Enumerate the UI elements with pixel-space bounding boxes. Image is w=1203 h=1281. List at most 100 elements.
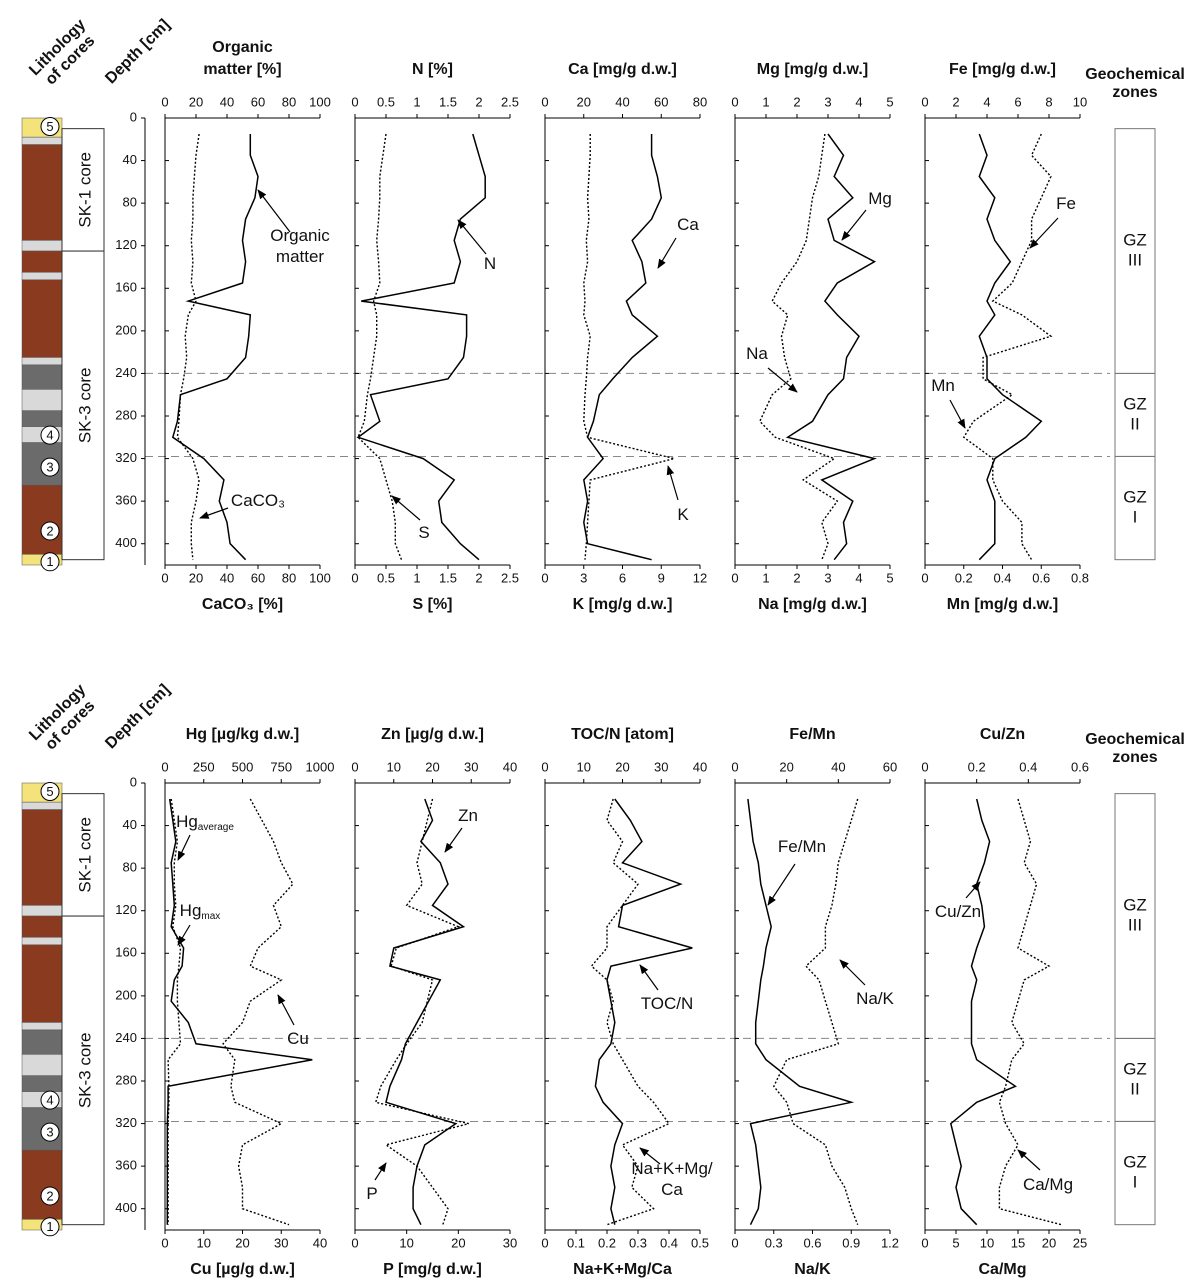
bottom-axis-title: S [%] — [413, 596, 453, 613]
annotation: N — [484, 254, 496, 273]
annotation-arrow — [668, 466, 678, 500]
layer-marker-label: 4 — [46, 1093, 53, 1108]
bottom-tick-label: 2 — [475, 570, 482, 585]
annotation-arrow — [658, 238, 676, 268]
annotation-arrow — [278, 995, 294, 1025]
bottom-tick-label: 0 — [161, 570, 168, 585]
bottom-tick-label: 2.5 — [501, 570, 519, 585]
top-tick-label: 4 — [983, 94, 990, 109]
bottom-axis-title: Na [mg/g d.w.] — [758, 596, 867, 613]
annotation-line: N — [484, 254, 496, 273]
bottom-tick-label: 25 — [1073, 1235, 1087, 1250]
bottom-axis-title: Ca/Mg — [979, 1261, 1027, 1278]
top-tick-label: 0.4 — [1019, 759, 1037, 774]
panel-title: Fe/Mn — [789, 726, 835, 743]
top-tick-label: 2 — [952, 94, 959, 109]
profile-line — [177, 134, 199, 560]
annotation-line: Fe — [1056, 194, 1076, 213]
annotation-line: Ca — [677, 215, 699, 234]
annotation: Hgmax — [180, 901, 221, 921]
bottom-tick-label: 0 — [921, 570, 928, 585]
zones-title-line: zones — [1112, 749, 1157, 766]
top-tick-label: 20 — [615, 759, 629, 774]
bottom-tick-label: 80 — [282, 570, 296, 585]
annotation: Mg — [868, 189, 892, 208]
top-tick-label: 0 — [921, 94, 928, 109]
annotation-line: Ca/Mg — [1023, 1175, 1073, 1194]
annotation-line: Fe/Mn — [778, 837, 826, 856]
bottom-tick-label: 20 — [451, 1235, 465, 1250]
top-tick-label: 1000 — [306, 759, 335, 774]
depth-tick-label: 0 — [130, 774, 137, 789]
annotation: Mn — [931, 376, 955, 395]
lithology-layer — [22, 905, 62, 916]
profile-line — [964, 134, 1051, 560]
bottom-tick-label: 0.4 — [993, 570, 1011, 585]
top-tick-label: 0 — [351, 94, 358, 109]
zone-label: GZ — [1123, 488, 1147, 507]
depth-tick-label: 80 — [123, 195, 137, 210]
bottom-axis-title: K [mg/g d.w.] — [573, 596, 673, 613]
bottom-tick-label: 0 — [541, 570, 548, 585]
annotation-arrow — [768, 368, 797, 392]
zone-label: II — [1130, 414, 1139, 433]
bottom-tick-label: 0.5 — [691, 1235, 709, 1250]
annotation-line: Hg — [180, 901, 202, 920]
top-tick-label: 0 — [161, 759, 168, 774]
top-tick-label: 1 — [413, 94, 420, 109]
annotation-line: Zn — [458, 806, 478, 825]
top-tick-label: 10 — [387, 759, 401, 774]
depth-tick-label: 40 — [123, 817, 137, 832]
bottom-tick-label: 1 — [762, 570, 769, 585]
top-tick-label: 0 — [731, 759, 738, 774]
top-tick-label: 60 — [251, 94, 265, 109]
bottom-tick-label: 6 — [619, 570, 626, 585]
annotation-arrow — [842, 210, 866, 240]
profile-line — [358, 134, 401, 560]
top-tick-label: 30 — [464, 759, 478, 774]
profile-line — [951, 799, 1016, 1225]
panel-title: Mg [mg/g d.w.] — [757, 61, 868, 78]
panel-title: Hg [µg/kg d.w.] — [186, 726, 300, 743]
top-tick-label: 0 — [731, 94, 738, 109]
lithology-layer — [22, 251, 62, 272]
lithology-layer — [22, 485, 62, 554]
top-tick-label: 750 — [270, 759, 292, 774]
depth-tick-label: 240 — [115, 1030, 137, 1045]
bottom-tick-label: 15 — [1011, 1235, 1025, 1250]
zones-title-line: Geochemical — [1085, 66, 1185, 83]
depth-tick-label: 200 — [115, 987, 137, 1002]
bottom-axis-title: P [mg/g d.w.] — [383, 1261, 482, 1278]
bottom-tick-label: 1.2 — [881, 1235, 899, 1250]
depth-axis-title: Depth [cm] — [102, 681, 173, 752]
top-tick-label: 2 — [475, 94, 482, 109]
top-tick-label: 60 — [654, 94, 668, 109]
top-tick-label: 0.2 — [968, 759, 986, 774]
annotation: Organicmatter — [270, 226, 330, 266]
bottom-tick-label: 1.5 — [439, 570, 457, 585]
bottom-tick-label: 4 — [855, 570, 862, 585]
layer-marker-label: 4 — [46, 428, 53, 443]
bottom-tick-label: 10 — [197, 1235, 211, 1250]
bottom-tick-label: 0.2 — [598, 1235, 616, 1250]
annotation: Hgaverage — [176, 812, 234, 832]
bottom-tick-label: 10 — [980, 1235, 994, 1250]
annotation-arrow — [840, 960, 865, 985]
depth-tick-label: 320 — [115, 1115, 137, 1130]
lithology-layer — [22, 810, 62, 906]
lithology-layer — [22, 145, 62, 241]
top-tick-label: 60 — [883, 759, 897, 774]
layer-marker-label: 3 — [46, 460, 53, 475]
zone-label: I — [1133, 508, 1138, 527]
lithology-layer — [22, 1076, 62, 1092]
annotation: Fe — [1056, 194, 1076, 213]
panel-title: Zn [µg/g d.w.] — [381, 726, 484, 743]
bottom-tick-label: 0.4 — [660, 1235, 678, 1250]
lithology-layer — [22, 945, 62, 1023]
annotation-line: CaCO₃ — [231, 491, 285, 510]
profile-line — [760, 134, 838, 560]
lithology-layer — [22, 1150, 62, 1219]
annotation: Fe/Mn — [778, 837, 826, 856]
bottom-tick-label: 40 — [220, 570, 234, 585]
